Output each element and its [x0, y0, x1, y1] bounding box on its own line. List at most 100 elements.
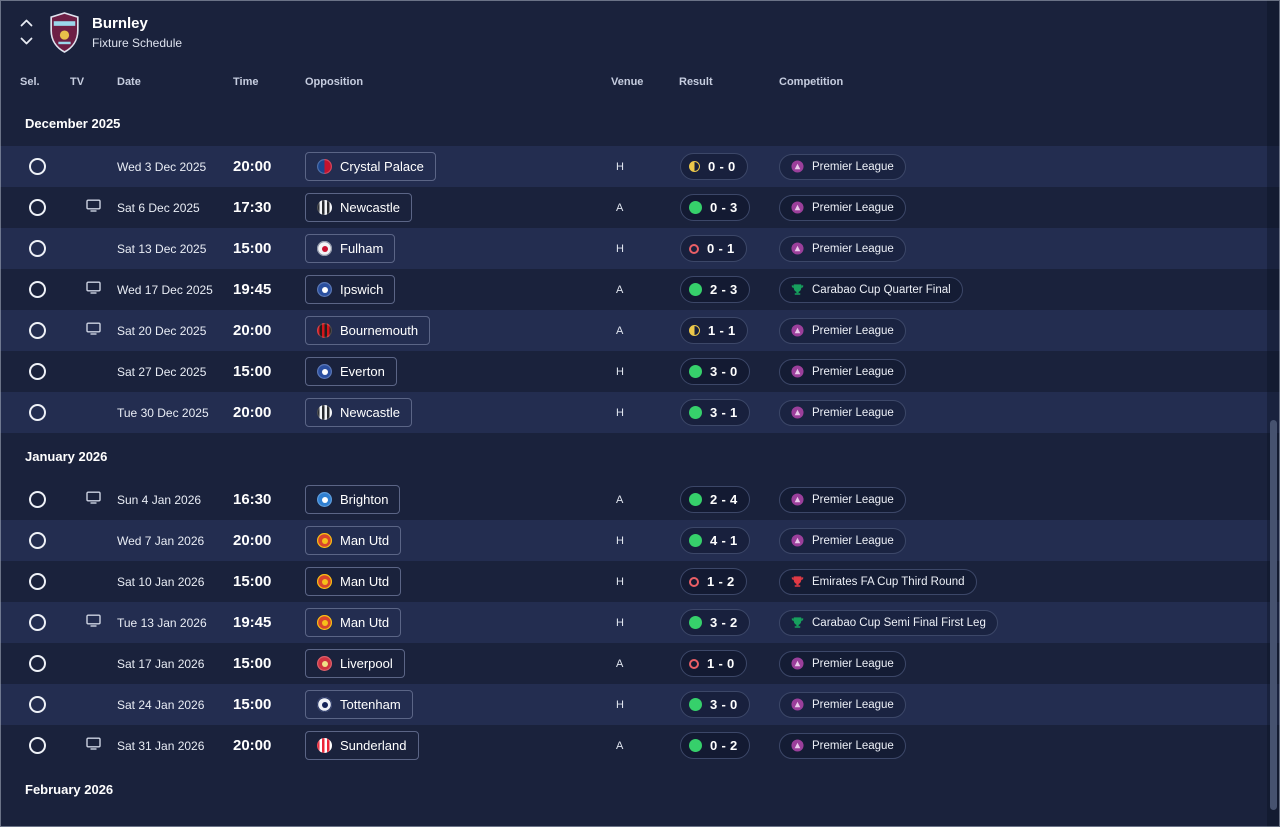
fixture-select-radio[interactable]: [29, 363, 46, 380]
opposition-button[interactable]: Crystal Palace: [305, 152, 436, 181]
result-pill[interactable]: 4 - 1: [680, 527, 750, 554]
fixture-select-radio[interactable]: [29, 737, 46, 754]
result-pill[interactable]: 1 - 1: [680, 317, 748, 344]
fixture-select-radio[interactable]: [29, 491, 46, 508]
fixture-select-radio[interactable]: [29, 240, 46, 257]
result-score: 3 - 0: [710, 697, 738, 712]
fixture-row[interactable]: Sat 10 Jan 2026 15:00 Man Utd H 1 - 2 Emirate…: [0, 561, 1280, 602]
result-pill[interactable]: 1 - 2: [680, 568, 747, 595]
burnley-crest-icon: [49, 11, 80, 53]
opposition-button[interactable]: Sunderland: [305, 731, 419, 760]
result-pill[interactable]: 0 - 1: [680, 235, 747, 262]
result-score: 1 - 1: [708, 323, 736, 338]
competition-pill[interactable]: Premier League: [779, 358, 906, 385]
opposition-button[interactable]: Man Utd: [305, 526, 402, 555]
result-win-icon: [689, 201, 702, 214]
opposition-button[interactable]: Newcastle: [305, 193, 412, 222]
competition-pill[interactable]: Premier League: [779, 527, 906, 554]
fixture-row[interactable]: Sat 20 Dec 2025 20:00 Bournemouth A 1 - 1 Pre…: [0, 310, 1280, 351]
fixture-select-radio[interactable]: [29, 696, 46, 713]
venue-indicator: H: [616, 616, 624, 629]
competition-pill[interactable]: Emirates FA Cup Third Round: [779, 568, 977, 595]
fixture-select-radio[interactable]: [29, 322, 46, 339]
fixture-row[interactable]: Sun 4 Jan 2026 16:30 Brighton A 2 - 4 Premier…: [0, 479, 1280, 520]
result-win-icon: [689, 365, 702, 378]
fixture-date: Sat 20 Dec 2025: [117, 323, 207, 338]
opposition-button[interactable]: Bournemouth: [305, 316, 431, 345]
tv-broadcast-icon: [86, 199, 101, 217]
fixture-row[interactable]: Sat 24 Jan 2026 15:00 Tottenham H 3 - 0 Premi…: [0, 684, 1280, 725]
crystal-palace-badge: [317, 159, 332, 174]
competition-pill[interactable]: Premier League: [779, 486, 906, 513]
opposition-button[interactable]: Brighton: [305, 485, 401, 514]
nav-up-button[interactable]: [18, 17, 35, 29]
fixture-row[interactable]: Wed 3 Dec 2025 20:00 Crystal Palace H 0 - 0 P…: [0, 146, 1280, 187]
opposition-button[interactable]: Everton: [305, 357, 397, 386]
fixture-row[interactable]: Sat 17 Jan 2026 15:00 Liverpool A 1 - 0 Premi…: [0, 643, 1280, 684]
fixture-select-radio[interactable]: [29, 404, 46, 421]
fixture-row[interactable]: Wed 17 Dec 2025 19:45 Ipswich A 2 - 3 Carabao…: [0, 269, 1280, 310]
nav-down-button[interactable]: [18, 35, 35, 47]
competition-pill[interactable]: Carabao Cup Semi Final First Leg: [779, 609, 998, 636]
venue-indicator: A: [616, 739, 624, 752]
result-pill[interactable]: 2 - 3: [680, 276, 750, 303]
opposition-button[interactable]: Liverpool: [305, 649, 405, 678]
result-pill[interactable]: 1 - 0: [680, 650, 747, 677]
tv-broadcast-icon: [86, 322, 101, 340]
scrollbar-thumb[interactable]: [1270, 420, 1277, 810]
fixture-time: 19:45: [233, 281, 272, 298]
competition-pill[interactable]: Carabao Cup Quarter Final: [779, 276, 963, 303]
fixture-row[interactable]: Tue 13 Jan 2026 19:45 Man Utd H 3 - 2 Carabao…: [0, 602, 1280, 643]
carabao-cup-icon: [791, 616, 804, 629]
opposition-button[interactable]: Fulham: [305, 234, 396, 263]
fixture-select-radio[interactable]: [29, 655, 46, 672]
opposition-button[interactable]: Newcastle: [305, 398, 412, 427]
fixture-row[interactable]: Sat 13 Dec 2025 15:00 Fulham H 0 - 1 Premier …: [0, 228, 1280, 269]
competition-pill[interactable]: Premier League: [779, 650, 906, 677]
month-section-header: January 2026: [0, 433, 1280, 479]
result-pill[interactable]: 2 - 4: [680, 486, 750, 513]
result-pill[interactable]: 3 - 0: [680, 691, 750, 718]
result-pill[interactable]: 3 - 0: [680, 358, 750, 385]
competition-pill[interactable]: Premier League: [779, 399, 906, 426]
tottenham-badge: [317, 697, 332, 712]
result-pill[interactable]: 0 - 2: [680, 732, 750, 759]
competition-pill[interactable]: Premier League: [779, 732, 906, 759]
month-section-header: February 2026: [0, 766, 1280, 812]
result-pill[interactable]: 0 - 3: [680, 194, 750, 221]
scrollbar[interactable]: [1267, 0, 1280, 827]
fixture-select-radio[interactable]: [29, 281, 46, 298]
everton-badge: [317, 364, 332, 379]
premier-league-icon: [791, 534, 804, 547]
competition-pill[interactable]: Premier League: [779, 153, 906, 180]
result-pill[interactable]: 3 - 2: [680, 609, 750, 636]
result-win-icon: [689, 283, 702, 296]
fixture-select-radio[interactable]: [29, 573, 46, 590]
fixture-select-radio[interactable]: [29, 199, 46, 216]
opposition-button[interactable]: Ipswich: [305, 275, 396, 304]
competition-pill[interactable]: Premier League: [779, 235, 906, 262]
opposition-button[interactable]: Tottenham: [305, 690, 413, 719]
competition-pill[interactable]: Premier League: [779, 691, 906, 718]
fixture-row[interactable]: Wed 7 Jan 2026 20:00 Man Utd H 4 - 1 Premier …: [0, 520, 1280, 561]
result-pill[interactable]: 0 - 0: [680, 153, 748, 180]
opposition-button[interactable]: Man Utd: [305, 608, 402, 637]
column-header-competition: Competition: [779, 76, 844, 88]
fixture-row[interactable]: Sat 31 Jan 2026 20:00 Sunderland A 0 - 2 Prem…: [0, 725, 1280, 766]
fixture-row[interactable]: Sat 6 Dec 2025 17:30 Newcastle A 0 - 3 Premie…: [0, 187, 1280, 228]
competition-pill[interactable]: Premier League: [779, 317, 906, 344]
fixture-row[interactable]: Tue 30 Dec 2025 20:00 Newcastle H 3 - 1 Premi…: [0, 392, 1280, 433]
opposition-name: Bournemouth: [340, 323, 419, 338]
fixture-select-radio[interactable]: [29, 158, 46, 175]
newcastle-badge: [317, 405, 332, 420]
opposition-button[interactable]: Man Utd: [305, 567, 402, 596]
competition-name: Premier League: [812, 534, 894, 547]
fixture-row[interactable]: Sat 27 Dec 2025 15:00 Everton H 3 - 0 Premier…: [0, 351, 1280, 392]
result-pill[interactable]: 3 - 1: [680, 399, 750, 426]
competition-pill[interactable]: Premier League: [779, 194, 906, 221]
fixture-select-radio[interactable]: [29, 614, 46, 631]
result-draw-icon: [689, 325, 700, 336]
result-draw-icon: [689, 161, 700, 172]
fixture-date: Sat 27 Dec 2025: [117, 364, 207, 379]
fixture-select-radio[interactable]: [29, 532, 46, 549]
